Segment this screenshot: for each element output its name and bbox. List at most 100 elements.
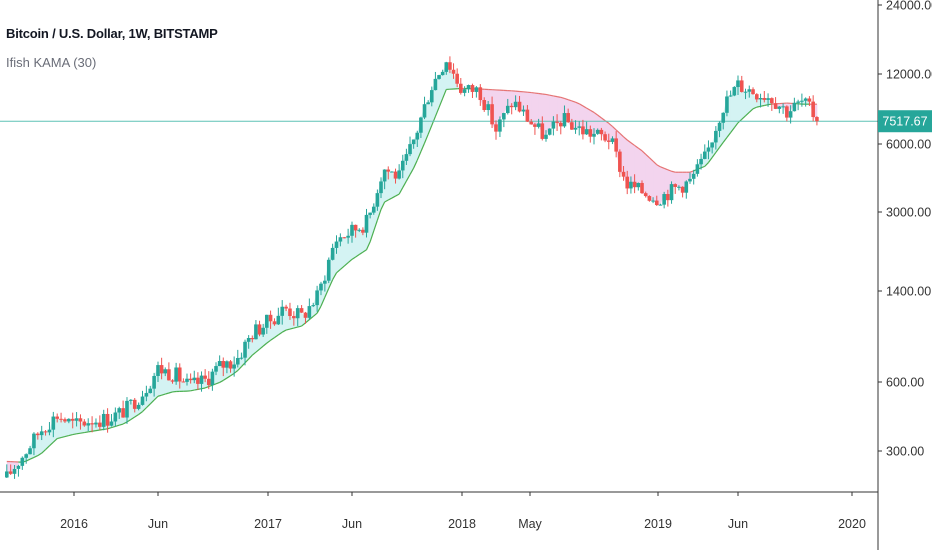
candle-body [382, 169, 387, 182]
kama-line-segment [204, 386, 209, 389]
kama-line-segment [289, 327, 294, 330]
candle-body [792, 102, 797, 112]
candle-body [426, 102, 430, 105]
kama-line-segment [76, 432, 81, 435]
kama-line-segment [384, 199, 389, 203]
candle-body [257, 324, 262, 335]
kama-fill-segment [656, 164, 661, 206]
kama-line-segment [615, 129, 621, 134]
kama-fill-segment [286, 308, 291, 331]
kama-fill-segment [130, 399, 136, 420]
candle-body [448, 62, 452, 70]
candle-body [167, 369, 171, 381]
candle-body [43, 431, 48, 433]
candle-body [444, 62, 449, 72]
kama-line-segment [130, 416, 136, 420]
candle-body [78, 418, 83, 422]
candle-body [264, 314, 269, 328]
kama-line-segment [88, 430, 93, 433]
kama-fill-segment [546, 94, 551, 135]
candle-body [599, 129, 604, 135]
candle-body [364, 214, 369, 233]
candle-body [235, 358, 240, 365]
kama-line-segment [328, 279, 334, 289]
candle-body [440, 71, 445, 76]
candle-body [243, 341, 247, 358]
candle-body [466, 85, 471, 90]
kama-line-segment [149, 399, 155, 405]
kama-fill-segment [557, 96, 562, 127]
candle-body [12, 468, 17, 474]
kama-line-segment [99, 428, 104, 431]
candle-body [529, 121, 534, 125]
kama-line-segment [567, 99, 573, 102]
candle-body [632, 181, 637, 188]
candle-body [547, 128, 552, 135]
x-tick-label: 2019 [644, 517, 672, 531]
candle-body [232, 364, 236, 369]
candle-body [86, 423, 91, 426]
candle-body [311, 305, 316, 307]
candle-body [353, 224, 358, 231]
kama-fill-segment [355, 229, 360, 257]
candle-body [455, 73, 459, 84]
kama-line-segment [320, 296, 326, 307]
candle-body [647, 196, 652, 201]
kama-line-segment [413, 159, 418, 169]
kama-line-segment [222, 377, 228, 381]
kama-fill-segment [534, 93, 540, 127]
kama-line-segment [190, 389, 195, 392]
kama-line-segment [45, 445, 50, 450]
kama-fill-segment [634, 145, 639, 188]
kama-fill-segment [72, 418, 77, 435]
kama-line-segment [593, 111, 599, 116]
kama-fill-segment [76, 418, 81, 434]
kama-line-segment [230, 372, 235, 377]
candle-body [573, 127, 578, 130]
candle-body [651, 200, 655, 202]
kama-line-segment [233, 370, 239, 374]
kama-line-segment [722, 137, 728, 143]
kama-line-segment [409, 167, 415, 175]
candle-body [8, 471, 13, 474]
candle-body [404, 154, 409, 161]
kama-line-segment [25, 458, 31, 462]
kama-line-segment [671, 170, 676, 173]
kama-line-segment [656, 164, 661, 168]
y-tick-label: 300.00 [886, 445, 924, 459]
candle-body [386, 169, 391, 172]
kama-fill-segment [645, 154, 650, 201]
kama-fill-segment [764, 98, 769, 106]
candle-body [276, 315, 281, 325]
kama-line-segment [760, 104, 765, 107]
candle-body [148, 388, 153, 394]
kama-line-segment [270, 337, 275, 341]
candle-body [803, 98, 808, 101]
kama-line-segment [700, 165, 705, 169]
kama-line-segment [726, 132, 732, 138]
candle-body [51, 416, 56, 430]
kama-line-segment [626, 139, 632, 144]
x-tick-label: 2020 [838, 517, 866, 531]
kama-fill-segment [760, 97, 765, 107]
kama-line-segment [564, 97, 569, 101]
candle-body [662, 194, 666, 205]
kama-line-segment [111, 425, 116, 429]
kama-fill-segment [190, 377, 195, 391]
candle-body [625, 176, 630, 189]
candle-body [695, 164, 700, 174]
kama-line-segment [756, 105, 761, 108]
candle-body [728, 95, 733, 97]
kama-line-segment [764, 104, 769, 107]
kama-fill-segment [64, 418, 70, 437]
candle-body [666, 194, 670, 201]
candle-body [669, 184, 674, 201]
kama-fill-segment [161, 369, 166, 396]
kama-line-segment [161, 393, 166, 396]
kama-line-segment [336, 269, 341, 274]
candle-body [268, 314, 273, 322]
candle-body [400, 160, 405, 171]
candle-body [486, 104, 490, 111]
candle-body [239, 357, 244, 359]
